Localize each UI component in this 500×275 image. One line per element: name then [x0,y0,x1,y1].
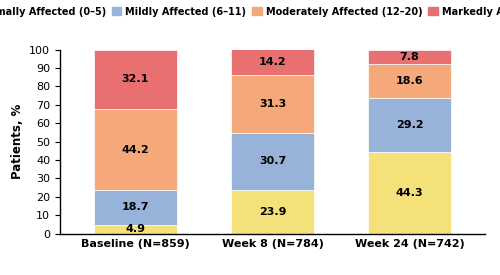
Bar [368,64,450,98]
Bar [94,109,176,190]
Bar [94,190,176,225]
Text: 32.1: 32.1 [122,74,149,84]
Text: 29.2: 29.2 [396,120,423,130]
Bar [94,50,176,109]
Y-axis label: Patients, %: Patients, % [10,104,24,179]
Text: 44.3: 44.3 [396,188,423,198]
Text: 18.6: 18.6 [396,76,423,86]
Bar [232,75,314,133]
Legend: Minimally Affected (0–5), Mildly Affected (6–11), Moderately Affected (12–20), M: Minimally Affected (0–5), Mildly Affecte… [0,3,500,21]
Bar [368,50,450,64]
Text: 30.7: 30.7 [259,156,286,166]
Bar [232,190,314,234]
Bar [232,49,314,75]
Text: 14.2: 14.2 [258,57,286,67]
Bar [94,225,176,234]
Bar [232,133,314,190]
Text: 7.8: 7.8 [400,52,419,62]
Text: 4.9: 4.9 [126,224,146,234]
Bar [368,152,450,234]
Text: 31.3: 31.3 [259,99,286,109]
Bar [368,98,450,152]
Text: 23.9: 23.9 [259,207,286,217]
Text: 44.2: 44.2 [122,145,150,155]
Text: 18.7: 18.7 [122,202,149,213]
